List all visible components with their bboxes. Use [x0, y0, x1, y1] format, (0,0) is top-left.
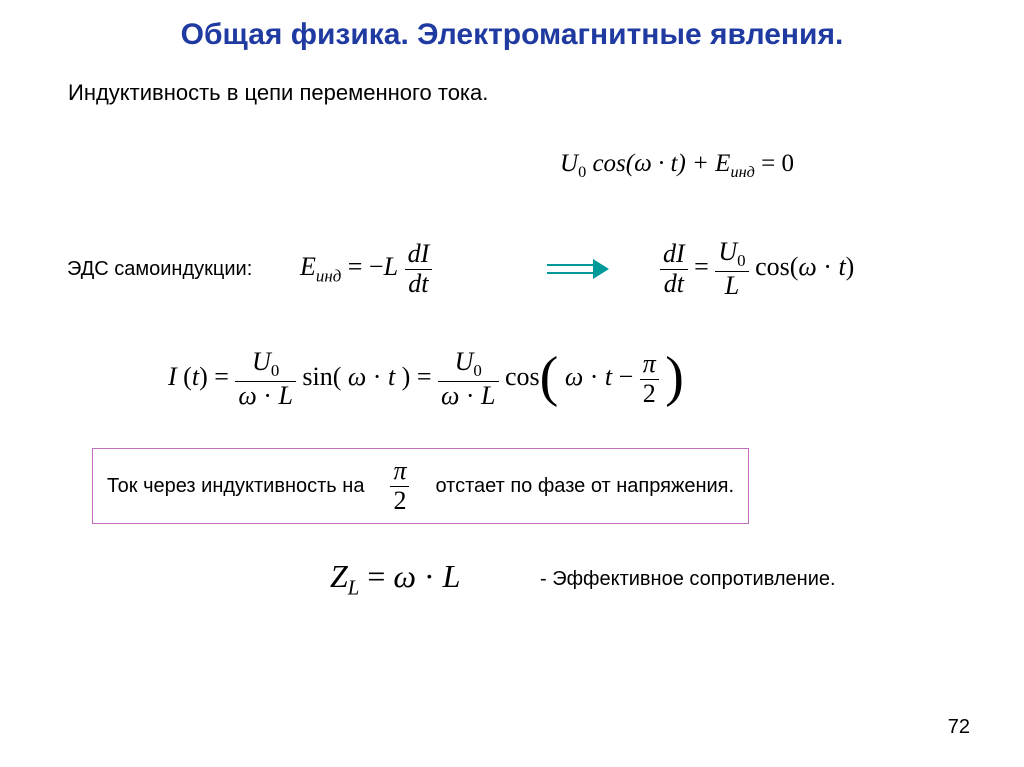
zl-sub: L [348, 576, 360, 599]
equation-zl: ZL = ω · L [330, 558, 460, 600]
eq3-mid: = [694, 252, 715, 281]
eq4-frac1: U0 ω · L [235, 348, 296, 410]
eq4-inner: ω · t − [565, 362, 640, 391]
eq2-sub: инд [316, 266, 341, 285]
equation-u0-eind: U0 cos(ω · t) + Eинд = 0 [560, 150, 794, 182]
eq4-lead: I [168, 362, 177, 391]
slide-subtitle: Индуктивность в цепи переменного тока. [68, 80, 984, 106]
lparen-icon: ( [540, 349, 559, 405]
eq1-sub: инд [730, 163, 754, 181]
box-text-b: отстает по фазе от напряжения. [435, 475, 734, 498]
arrow-icon [545, 246, 609, 288]
zl-label: - Эффективное сопротивление. [540, 568, 836, 591]
eq1-tail: = 0 [755, 150, 794, 177]
emf-label: ЭДС самоиндукции: [67, 258, 252, 281]
page-number: 72 [948, 716, 970, 739]
eq4-pifrac: π2 [640, 350, 659, 408]
box-text-a: Ток через индуктивность на [107, 475, 364, 498]
eq4-frac2: U0 ω · L [438, 348, 499, 410]
eq2-E: E [300, 252, 316, 281]
phase-statement-box: Ток через индуктивность на π 2 отстает п… [92, 448, 749, 524]
eq4-mid1: sin( ω · t ) = [302, 362, 438, 391]
box-frac: π 2 [390, 457, 409, 515]
equation-eind-def: Eинд = −L dIdt [300, 240, 432, 298]
equation-it: I (t) = U0 ω · L sin( ω · t ) = U0 ω · L… [168, 348, 684, 410]
eq1-lead: U0 cos(ω · t) + E [560, 150, 730, 177]
rparen-icon: ) [665, 349, 684, 405]
zl-z: Z [330, 558, 348, 594]
equation-didt: dIdt = U0L cos(ω · t) [660, 238, 854, 300]
zl-rhs: = ω · L [359, 558, 460, 594]
slide: Общая физика. Электромагнитные явления. … [0, 0, 1024, 767]
eq4-mid2: cos [505, 362, 540, 391]
eq3-tail: cos(ω · t) [755, 252, 854, 281]
slide-title: Общая физика. Электромагнитные явления. [40, 18, 984, 52]
eq2-frac: dIdt [405, 240, 433, 298]
eq3-frac2: U0L [715, 238, 748, 300]
eq2-eq: = −L [341, 252, 404, 281]
eq3-frac1: dIdt [660, 240, 688, 298]
